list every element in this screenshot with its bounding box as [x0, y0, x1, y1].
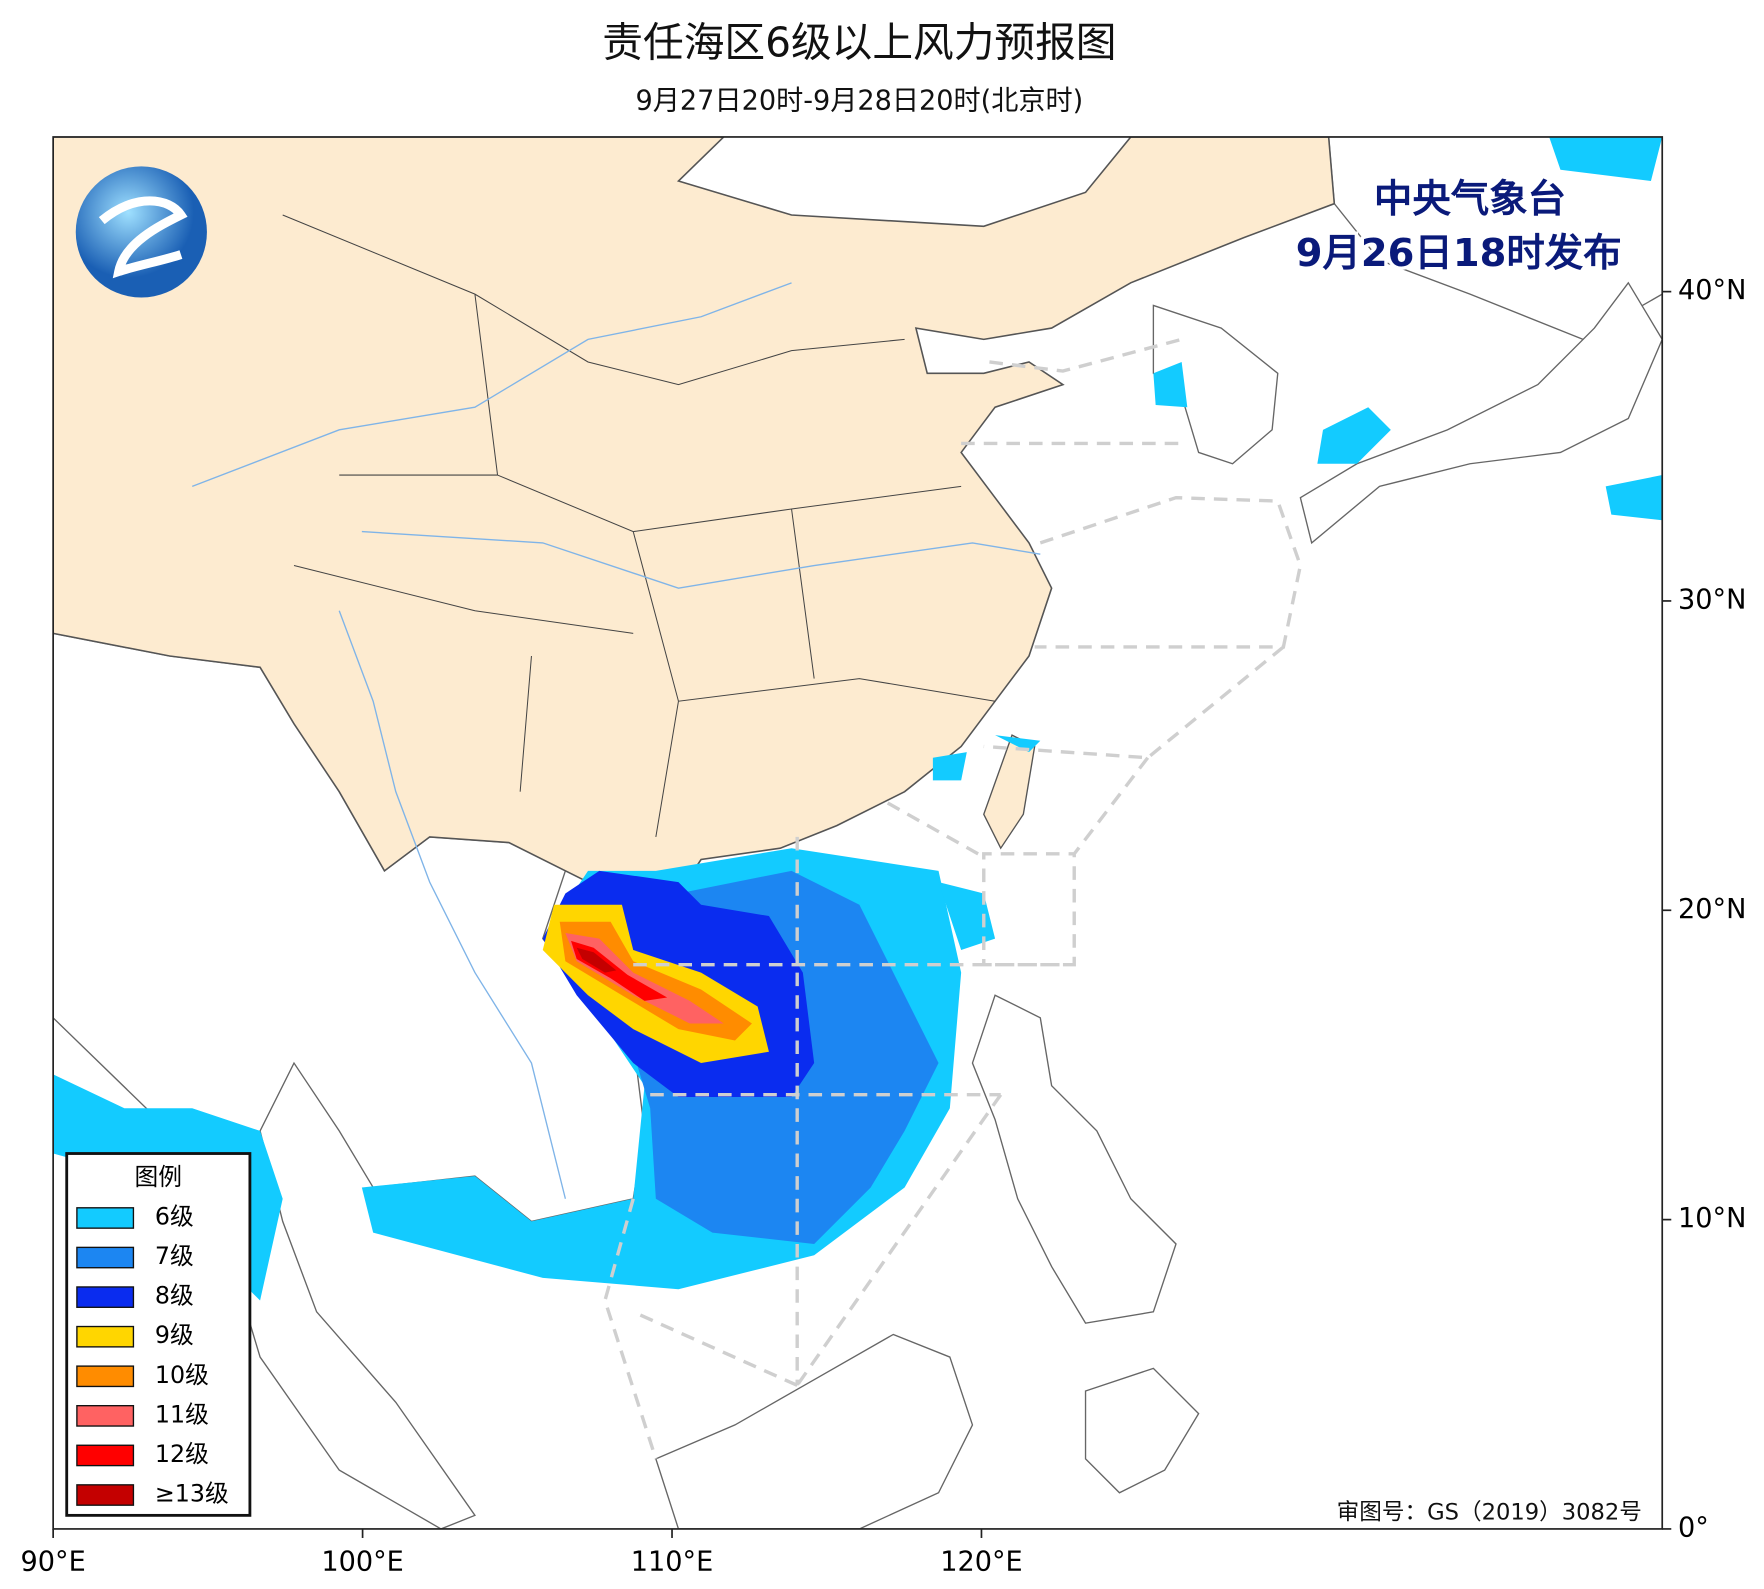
issuer-agency: 中央气象台	[1374, 177, 1566, 222]
philippines	[971, 994, 1177, 1324]
lon-tick-label: 90°E	[21, 1546, 86, 1577]
lon-tick-label: 100°E	[321, 1546, 403, 1577]
lat-tick-label: 0°	[1678, 1512, 1709, 1543]
approval: 审图号：GS（2019）3082号	[1337, 1500, 1642, 1526]
legend: 图例 6级 7级 8级 9级 10级 11级 12级 ≥13级	[65, 1152, 252, 1517]
logo	[75, 166, 207, 298]
forecast-zones	[603, 337, 1303, 1460]
logo-mark	[98, 196, 188, 279]
legend-swatch	[76, 1286, 135, 1308]
legend-label: 9级	[155, 1321, 194, 1349]
legend-swatch	[76, 1246, 135, 1269]
legend-label: 6级	[155, 1202, 194, 1230]
legend-label: ≥13级	[155, 1480, 229, 1508]
map-frame	[52, 136, 1664, 1530]
legend-swatch	[76, 1325, 135, 1348]
legend-title: 图例	[135, 1163, 182, 1191]
province-borders	[282, 214, 996, 837]
sulawesi	[1084, 1367, 1200, 1494]
wind-area	[576, 947, 617, 973]
legend-label: 8级	[155, 1282, 194, 1310]
lat-tick-label: 30°N	[1678, 584, 1746, 615]
legend-label: 12级	[155, 1440, 209, 1468]
lon-tick-label: 110°E	[631, 1546, 713, 1577]
subtitle: 9月27日20时-9月28日20时(北京时)	[636, 85, 1084, 116]
axis-ticks: 90°E 100°E 110°E 120°E 0° 10°N 20°N 30°N 40°N	[21, 275, 1747, 1577]
legend-swatch	[76, 1444, 135, 1467]
issuer-time: 9月26日18时发布	[1296, 231, 1622, 276]
japan	[1299, 281, 1663, 545]
lat-tick-label: 40°N	[1678, 275, 1746, 306]
wind-area	[565, 933, 724, 1024]
legend-swatch	[76, 1484, 135, 1506]
legend-label: 10级	[155, 1361, 209, 1389]
borneo	[655, 1333, 974, 1529]
land-north	[1327, 136, 1663, 341]
legend-swatch	[76, 1365, 135, 1388]
lat-tick-label: 20°N	[1678, 894, 1746, 925]
title: 责任海区6级以上风力预报图	[602, 18, 1116, 66]
legend-label: 11级	[155, 1400, 209, 1428]
lat-tick-label: 10°N	[1678, 1203, 1746, 1234]
lon-tick-label: 120°E	[940, 1546, 1022, 1577]
map-body	[53, 136, 1663, 1529]
rivers	[191, 282, 1041, 1199]
legend-swatch	[76, 1207, 135, 1229]
legend-swatch	[76, 1405, 135, 1427]
legend-label: 7级	[155, 1242, 194, 1270]
